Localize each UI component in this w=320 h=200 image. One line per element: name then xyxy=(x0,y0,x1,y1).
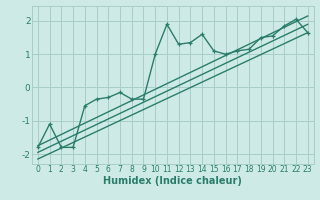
X-axis label: Humidex (Indice chaleur): Humidex (Indice chaleur) xyxy=(103,176,242,186)
